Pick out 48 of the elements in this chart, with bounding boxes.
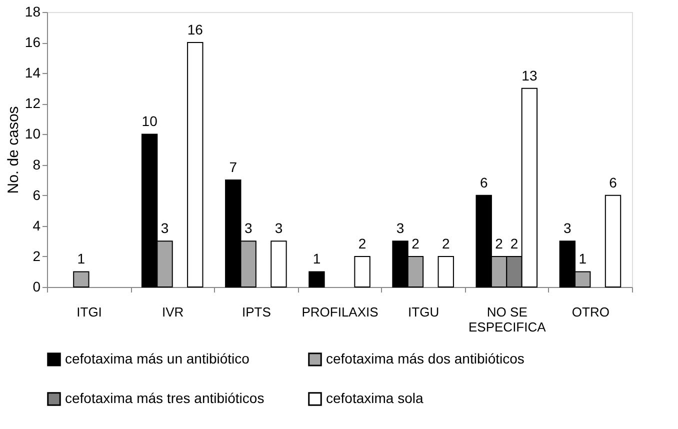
legend-label: cefotaxima más dos antibióticos	[326, 350, 524, 366]
data-label: 6	[480, 174, 488, 190]
data-label: 1	[578, 250, 587, 267]
y-tick-label: 14	[24, 64, 41, 81]
data-label: 1	[77, 250, 86, 267]
x-tick-label: IVR	[162, 304, 184, 320]
x-tick-label: ITGU	[408, 304, 440, 320]
data-label: 6	[609, 174, 618, 190]
y-tick-label: 6	[32, 186, 41, 203]
x-tick-label: ITGI	[76, 304, 102, 320]
legend-label: cefotaxima más un antibiótico	[65, 350, 250, 366]
data-label: 2	[510, 235, 518, 252]
legend-label: cefotaxima sola	[326, 390, 424, 406]
legend-label: cefotaxima más tres antibióticos	[65, 390, 264, 406]
bar	[354, 256, 370, 288]
data-label: 3	[564, 220, 572, 236]
x-tick-label: IPTS	[242, 304, 272, 320]
data-label: 2	[358, 235, 366, 252]
bar	[73, 271, 90, 288]
x-tick-label: NO SE ESPECIFICA	[468, 304, 546, 334]
data-label: 1	[312, 250, 321, 267]
x-tick-label: PROFILAXIS	[302, 304, 379, 320]
y-tick-label: 12	[24, 95, 41, 112]
y-tick-label: 0	[32, 278, 41, 294]
data-label: 2	[442, 235, 450, 252]
y-tick-label: 18	[24, 4, 41, 20]
y-tick-label: 2	[32, 248, 41, 264]
bar	[187, 42, 204, 288]
data-label: 10	[142, 113, 158, 130]
data-label: 3	[244, 220, 252, 236]
bar	[604, 194, 622, 288]
y-tick-label: 10	[24, 126, 41, 142]
x-tick-label: OTRO	[572, 304, 610, 320]
bar	[438, 256, 454, 288]
data-label: 3	[160, 220, 169, 236]
y-tick-label: 16	[24, 34, 41, 50]
data-label: 2	[495, 235, 504, 252]
data-label: 3	[396, 220, 404, 236]
y-axis-title: No. de casos	[4, 106, 22, 194]
bar	[270, 240, 287, 288]
y-tick-label: 8	[32, 156, 41, 172]
data-label: 16	[187, 22, 204, 38]
data-label: 7	[229, 159, 238, 176]
data-label: 3	[274, 220, 283, 236]
y-tick-label: 4	[32, 217, 41, 234]
data-label: 2	[412, 235, 420, 252]
bar	[308, 271, 325, 288]
data-label: 13	[522, 67, 538, 84]
